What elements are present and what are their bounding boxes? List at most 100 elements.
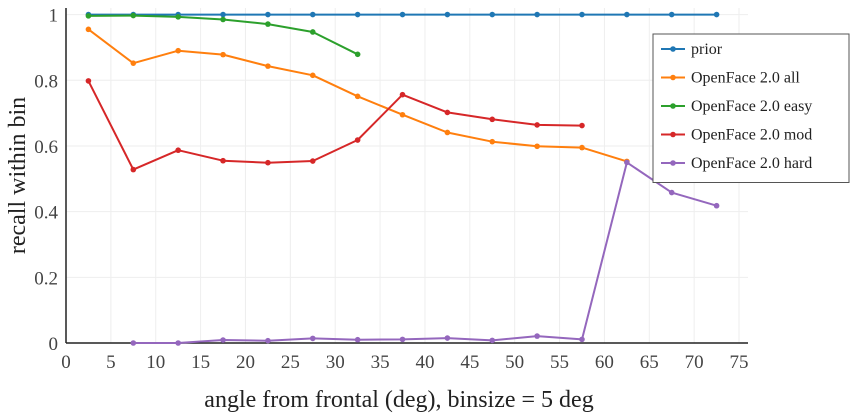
data-point [265, 63, 271, 69]
y-tick-labels: 0 0.2 0.4 0.6 0.8 1 [34, 6, 58, 355]
legend-items: prior OpenFace 2.0 all OpenFace 2.0 easy Op… [661, 41, 812, 172]
x-tick-label: 10 [146, 352, 165, 373]
data-point [713, 11, 720, 18]
data-point [489, 337, 496, 344]
legend[interactable]: prior OpenFace 2.0 all OpenFace 2.0 easy Op… [652, 33, 850, 183]
data-point [85, 78, 92, 84]
data-point [309, 158, 316, 164]
data-point [399, 111, 406, 118]
legend-item: prior [661, 41, 723, 58]
data-point [579, 122, 585, 129]
legend-swatch-marker [670, 131, 676, 138]
data-point [444, 109, 451, 116]
x-tick-label: 25 [281, 352, 300, 373]
data-point [354, 93, 361, 100]
legend-label: OpenFace 2.0 all [691, 70, 800, 87]
data-point [624, 159, 630, 166]
y-tick-label: 1 [49, 6, 59, 27]
data-point [309, 335, 316, 342]
legend-swatch-marker [670, 103, 676, 109]
data-point [130, 166, 137, 173]
data-point [130, 12, 137, 19]
x-tick-label: 55 [550, 352, 569, 373]
data-point [309, 11, 316, 18]
data-point [399, 91, 406, 98]
data-point [668, 189, 675, 196]
y-axis-title: recall within bin [5, 97, 31, 254]
data-point [85, 26, 92, 33]
data-point [534, 122, 540, 128]
legend-item: OpenFace 2.0 all [661, 70, 800, 87]
data-point [579, 11, 585, 18]
x-tick-label: 65 [640, 352, 659, 373]
x-tick-label: 35 [371, 352, 390, 373]
data-point [354, 336, 361, 343]
data-point [534, 333, 540, 339]
data-point [624, 11, 630, 18]
series-openface-2-0-all [85, 26, 630, 165]
data-point [265, 159, 271, 166]
data-point [85, 13, 92, 19]
series-openface-2-0-easy [85, 12, 361, 58]
legend-item: OpenFace 2.0 easy [661, 98, 812, 115]
data-point [444, 11, 451, 18]
x-tick-labels: 0 5 10 15 20 25 30 35 40 45 50 55 60 65 70 75 [61, 352, 748, 373]
data-point [220, 157, 226, 164]
y-tick-label: 0.4 [34, 203, 58, 224]
data-point [534, 143, 540, 150]
data-point [444, 129, 451, 136]
legend-swatch-marker [670, 74, 676, 81]
x-axis-title: angle from frontal (deg), binsize = 5 de… [204, 387, 593, 413]
data-point [579, 144, 585, 151]
x-tick-label: 30 [326, 352, 345, 373]
legend-box [652, 33, 850, 183]
data-point [354, 137, 361, 143]
data-point [175, 14, 181, 20]
data-point [713, 202, 720, 209]
legend-label: OpenFace 2.0 mod [691, 127, 812, 144]
data-point [265, 337, 271, 344]
x-tick-label: 5 [106, 352, 116, 373]
series-lines [85, 11, 720, 346]
data-point [399, 336, 406, 343]
x-tick-label: 40 [415, 352, 434, 373]
series-line [133, 161, 717, 344]
data-point [175, 340, 181, 346]
series-line [87, 80, 583, 171]
data-point [220, 11, 226, 18]
data-point [265, 21, 271, 27]
data-point [489, 116, 496, 123]
data-point [399, 11, 406, 18]
data-point [354, 11, 361, 18]
legend-item: OpenFace 2.0 mod [661, 127, 812, 144]
legend-label: OpenFace 2.0 easy [691, 98, 812, 115]
data-point [309, 29, 316, 35]
x-tick-label: 0 [61, 352, 71, 373]
x-tick-label: 15 [191, 352, 210, 373]
x-tick-label: 75 [730, 352, 749, 373]
data-point [309, 72, 316, 79]
data-point [534, 11, 540, 18]
data-point [220, 337, 226, 343]
x-tick-label: 60 [595, 352, 614, 373]
x-tick-label: 70 [685, 352, 704, 373]
legend-label: OpenFace 2.0 hard [691, 155, 812, 172]
data-point [489, 11, 496, 18]
data-point [175, 147, 181, 154]
series-openface-2-0-mod [85, 78, 585, 173]
legend-swatch-marker [670, 46, 676, 52]
legend-swatch-marker [670, 160, 676, 166]
y-tick-label: 0 [49, 334, 59, 355]
x-tick-label: 20 [236, 352, 255, 373]
data-point [489, 138, 496, 145]
y-tick-label: 0.2 [34, 268, 58, 289]
x-tick-label: 50 [505, 352, 524, 373]
data-point [265, 11, 271, 18]
data-point [220, 16, 226, 23]
series-openface-2-0-hard [130, 159, 720, 346]
legend-item: OpenFace 2.0 hard [661, 155, 812, 172]
data-point [130, 60, 137, 66]
data-point [175, 47, 181, 54]
